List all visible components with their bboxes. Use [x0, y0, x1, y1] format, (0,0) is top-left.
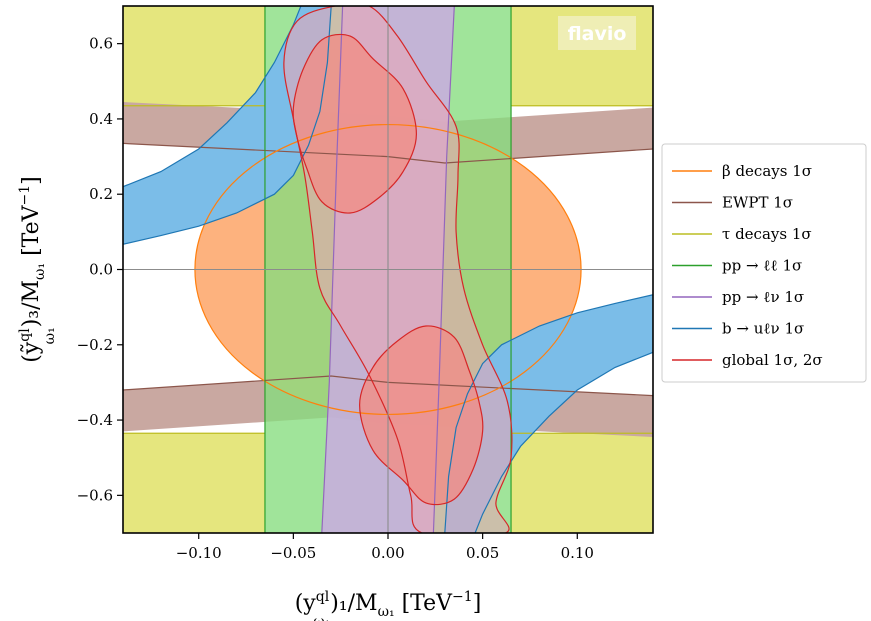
y-axis-label: (ỹql ω₁)₃/Mω₁ [TeV−1]: [17, 176, 58, 363]
legend-label: global 1σ, 2σ: [722, 351, 823, 369]
tau-decays-region-3: [123, 433, 265, 533]
watermark-text: flavio: [568, 23, 627, 45]
b-ulnu-edge-4: [474, 351, 653, 533]
x-tick-label: −0.05: [270, 544, 316, 562]
y-tick-label: 0.4: [89, 110, 113, 128]
tau-decays-region-1: [123, 6, 265, 106]
legend-box: [661, 143, 867, 383]
x-axis-label: (yqlω₁)₁/Mω₁ [TeV−1]: [295, 589, 482, 621]
y-tick-label: 0.0: [89, 261, 113, 279]
x-tick-label: 0.00: [371, 544, 404, 562]
legend-label: b → uℓν 1σ: [722, 320, 804, 338]
legend-label: pp → ℓℓ 1σ: [722, 257, 802, 275]
legend-label: β decays 1σ: [722, 162, 812, 180]
global-1sigma-bottom-fill: [359, 325, 483, 505]
ewpt-edge-lower: [123, 375, 653, 397]
tau-decays-region-4: [511, 433, 653, 533]
y-tick-label: 0.6: [89, 35, 113, 53]
y-tick-label: −0.6: [77, 486, 113, 504]
global-1sigma-bottom-edge: [358, 325, 484, 506]
b-ulnu-band-upper: [123, 6, 332, 245]
legend-label: pp → ℓν 1σ: [722, 288, 804, 306]
y-tick-label: 0.2: [89, 185, 113, 203]
legend-label: τ decays 1σ: [722, 225, 812, 243]
axes: −0.10 −0.05 0.00 0.05 0.10 −0.6 −0.4 −0.2 0.0 0.2…: [17, 35, 594, 621]
watermark-box: [558, 16, 636, 50]
x-tick-label: 0.10: [561, 544, 594, 562]
b-ulnu-edge-1: [123, 6, 332, 245]
plot-area: flavio: [123, 6, 653, 533]
global-1sigma-top-fill: [293, 34, 417, 214]
y-tick-label: −0.2: [77, 336, 113, 354]
ewpt-edge-upper: [123, 142, 653, 164]
legend-label: EWPT 1σ: [722, 194, 793, 212]
b-ulnu-edge-3: [444, 294, 653, 533]
legend: β decays 1σ EWPT 1σ τ decays 1σ pp → ℓℓ 1σ p…: [661, 143, 867, 383]
x-tick-label: −0.10: [176, 544, 222, 562]
global-1sigma-top-edge: [292, 33, 418, 214]
y-tick-label: −0.4: [77, 411, 113, 429]
y-axis-label-group: (ỹql ω₁)₃/Mω₁ [TeV−1]: [17, 176, 58, 363]
x-tick-label: 0.05: [466, 544, 499, 562]
global-2sigma-edge: [283, 6, 513, 533]
